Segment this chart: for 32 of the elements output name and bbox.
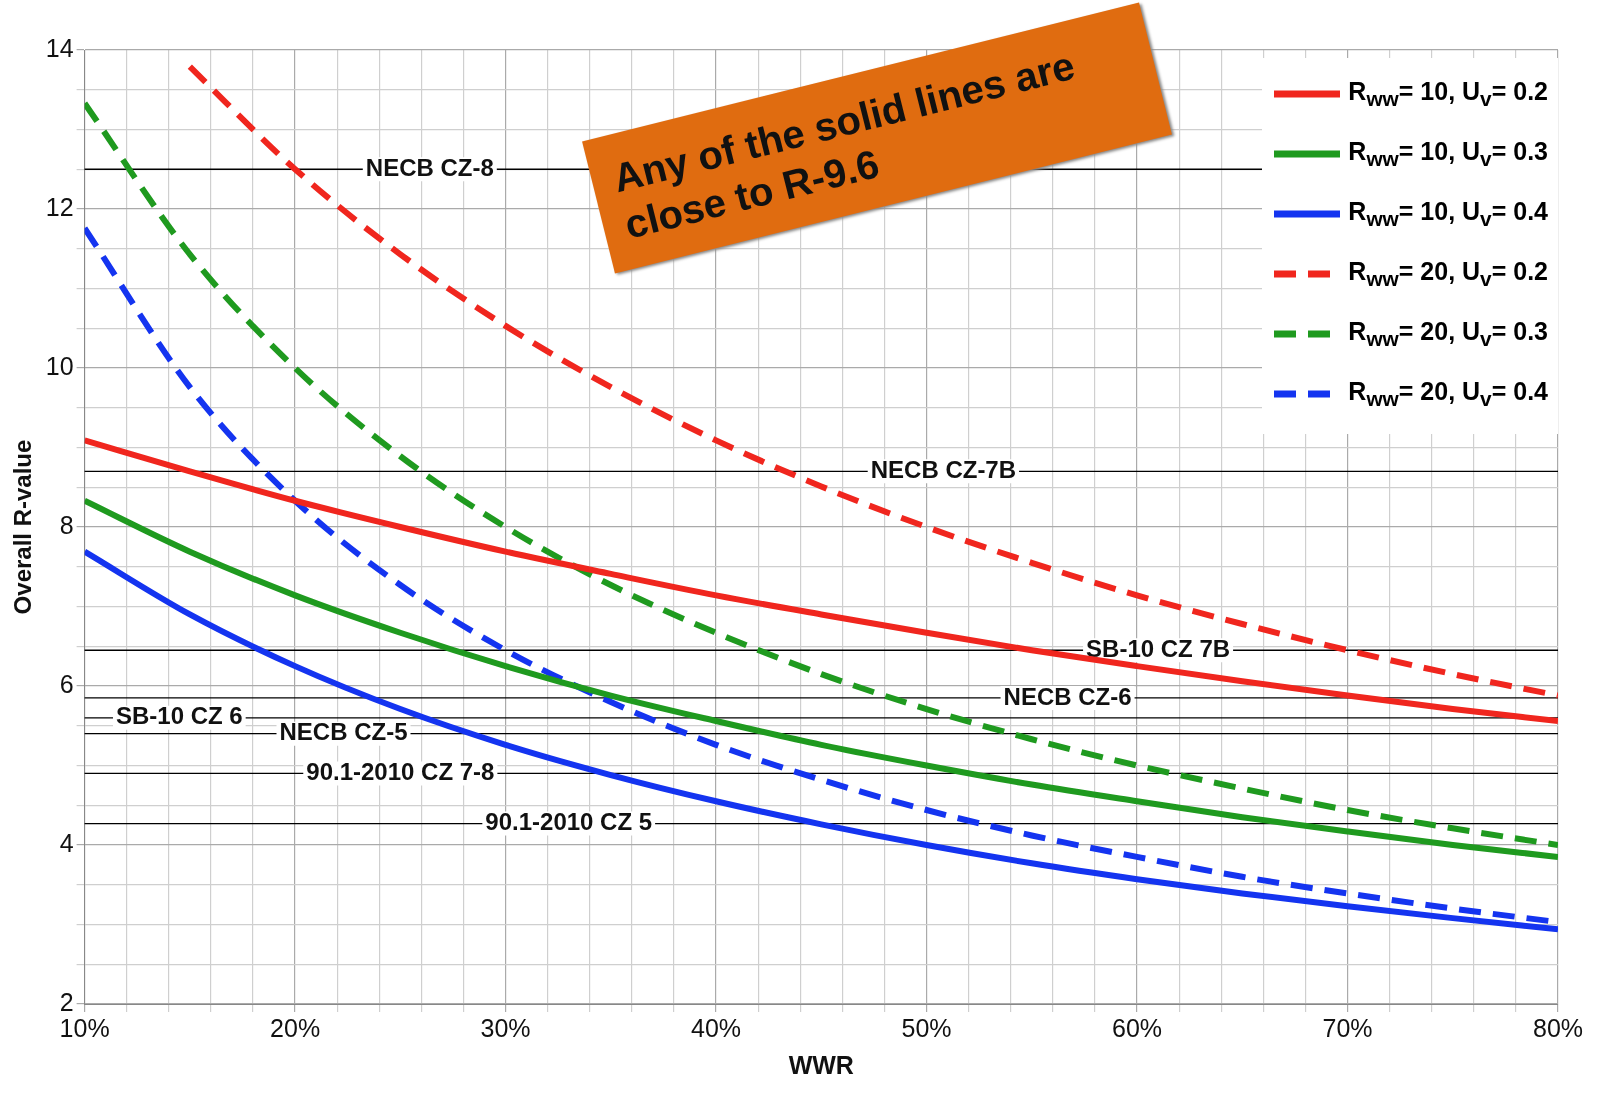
y-tick-label: 4 <box>59 828 74 857</box>
x-tick-label: 60% <box>1112 1013 1163 1042</box>
y-tick-label: 2 <box>59 987 74 1016</box>
legend-label: R$_{ww}$= 20, U$_{v}$= 0.2 <box>1348 257 1548 291</box>
x-tick-label: 50% <box>901 1013 952 1042</box>
annotation: Any of the solid lines are close to R-9.6 <box>582 2 1172 274</box>
legend-label: R$_{ww}$= 10, U$_{v}$= 0.3 <box>1348 137 1548 171</box>
x-tick-label: 10% <box>59 1013 110 1042</box>
annotation: NECB CZ-7B <box>870 455 1017 483</box>
y-tick-label: 10 <box>45 351 74 380</box>
x-tick-label: 80% <box>1532 1013 1584 1042</box>
annotation: NECB CZ-6 <box>1003 682 1132 710</box>
x-axis-title: WWR <box>788 1050 854 1079</box>
x-tick-label: 30% <box>480 1013 531 1042</box>
annotation: 90.1-2010 CZ 5 <box>485 808 653 836</box>
y-tick-label: 8 <box>59 510 74 539</box>
annotation: 90.1-2010 CZ 7-8 <box>306 758 495 786</box>
legend-label: R$_{ww}$= 20, U$_{v}$= 0.4 <box>1348 377 1548 411</box>
y-tick-label: 6 <box>59 669 74 698</box>
legend-label: R$_{ww}$= 10, U$_{v}$= 0.4 <box>1348 197 1548 231</box>
annotation: NECB CZ-5 <box>279 718 408 746</box>
x-tick-label: 40% <box>691 1013 742 1042</box>
x-tick-label: 70% <box>1322 1013 1373 1042</box>
annotation: SB-10 CZ 6 <box>115 702 243 730</box>
legend-label: R$_{ww}$= 20, U$_{v}$= 0.3 <box>1348 317 1548 351</box>
y-axis-title: Overall R-value <box>9 439 37 615</box>
y-tick-label: 14 <box>45 33 74 62</box>
legend-label: R$_{ww}$= 10, U$_{v}$= 0.2 <box>1348 77 1548 111</box>
x-tick-label: 20% <box>270 1013 321 1042</box>
y-tick-label: 12 <box>45 192 74 221</box>
annotation: SB-10 CZ 7B <box>1086 634 1231 662</box>
annotation: NECB CZ-8 <box>365 153 494 181</box>
